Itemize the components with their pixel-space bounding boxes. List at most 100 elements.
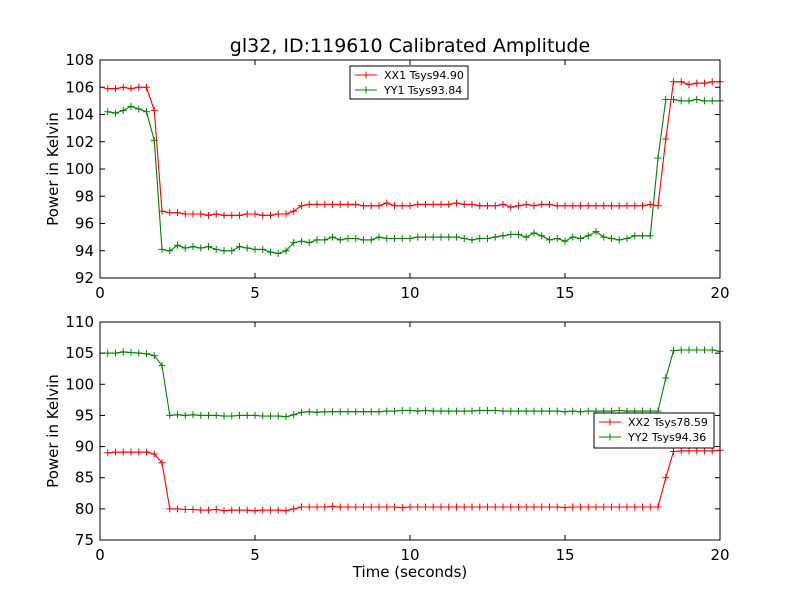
x-tick-label: 10: [400, 546, 419, 564]
data-point: [158, 459, 166, 467]
data-point: [336, 503, 344, 511]
data-point: [484, 202, 491, 210]
data-point: [701, 447, 708, 455]
data-point: [158, 245, 166, 253]
data-point: [608, 503, 615, 511]
data-point: [197, 506, 205, 514]
data-point: [360, 236, 367, 244]
data-point: [251, 507, 259, 515]
data-point: [391, 202, 398, 210]
x-axis-label: Time (seconds): [352, 563, 468, 581]
data-point: [507, 503, 515, 511]
data-point: [654, 202, 662, 210]
data-point: [112, 448, 119, 456]
legend: XX1 Tsys94.90 YY1 Tsys93.84: [349, 65, 469, 100]
data-point: [174, 505, 181, 513]
data-point: [437, 233, 445, 241]
data-point: [437, 200, 445, 208]
data-point: [515, 503, 522, 511]
data-point: [468, 236, 476, 244]
data-point: [220, 211, 228, 219]
data-point: [150, 450, 158, 458]
data-point: [546, 503, 553, 511]
data-point: [267, 412, 274, 420]
data-point: [515, 407, 522, 415]
data-point: [646, 200, 654, 208]
x-tick-label: 0: [95, 546, 105, 564]
data-point: [251, 245, 259, 253]
data-point: [259, 506, 267, 514]
data-point: [166, 247, 174, 255]
data-point: [422, 200, 429, 208]
data-point: [119, 106, 127, 114]
data-point: [522, 503, 530, 511]
data-point: [313, 236, 321, 244]
data-point: [631, 503, 639, 511]
data-point: [135, 83, 143, 91]
data-point: [197, 210, 205, 218]
data-point: [112, 85, 119, 93]
data-point: [212, 505, 220, 513]
series-markers-2: [104, 96, 724, 257]
data-point: [119, 83, 127, 91]
data-point: [414, 503, 422, 511]
data-point: [135, 448, 143, 456]
data-point: [398, 234, 406, 242]
data-point: [367, 408, 375, 416]
data-point: [615, 503, 623, 511]
data-point: [429, 233, 437, 241]
data-point: [708, 447, 716, 455]
data-point: [150, 352, 158, 360]
data-point: [460, 407, 468, 415]
data-point: [212, 210, 220, 218]
data-point: [670, 448, 677, 456]
data-point: [398, 504, 406, 512]
data-point: [422, 406, 429, 414]
data-point: [429, 200, 437, 208]
legend: XX2 Tsys78.59 YY2 Tsys94.36: [593, 412, 715, 449]
data-point: [205, 243, 212, 251]
data-point: [693, 447, 701, 455]
data-point: [259, 412, 267, 420]
data-point: [670, 78, 677, 86]
y-tick-label: 110: [65, 313, 94, 331]
data-point: [476, 406, 484, 414]
x-tick-label: 10: [400, 284, 419, 302]
data-point: [701, 79, 708, 87]
data-point: [313, 200, 321, 208]
data-point: [112, 109, 119, 117]
data-point: [484, 234, 491, 242]
legend-label: XX1 Tsys94.90: [384, 69, 464, 82]
data-point: [422, 503, 429, 511]
y-tick-label: 106: [65, 78, 94, 96]
y-axis-label: Power in Kelvin: [44, 374, 62, 488]
data-point: [553, 503, 561, 511]
data-point: [592, 503, 600, 511]
data-point: [321, 200, 329, 208]
data-point: [398, 406, 406, 414]
data-point: [708, 78, 716, 86]
data-point: [445, 200, 453, 208]
data-point: [522, 407, 530, 415]
data-point: [491, 202, 499, 210]
series-markers-1: [104, 446, 724, 515]
data-point: [429, 503, 437, 511]
data-point: [282, 247, 290, 255]
data-point: [639, 232, 646, 240]
data-point: [267, 248, 274, 256]
x-tick-label: 20: [710, 284, 729, 302]
data-point: [406, 503, 414, 511]
legend-marker: [606, 433, 614, 441]
y-tick-label: 96: [75, 215, 94, 233]
data-point: [693, 79, 701, 87]
data-point: [127, 102, 135, 110]
data-point: [236, 411, 243, 419]
data-point: [236, 211, 243, 219]
data-point: [197, 244, 205, 252]
data-point: [189, 210, 197, 218]
data-point: [608, 234, 615, 242]
data-point: [290, 411, 298, 419]
data-point: [352, 503, 360, 511]
data-point: [143, 108, 150, 116]
